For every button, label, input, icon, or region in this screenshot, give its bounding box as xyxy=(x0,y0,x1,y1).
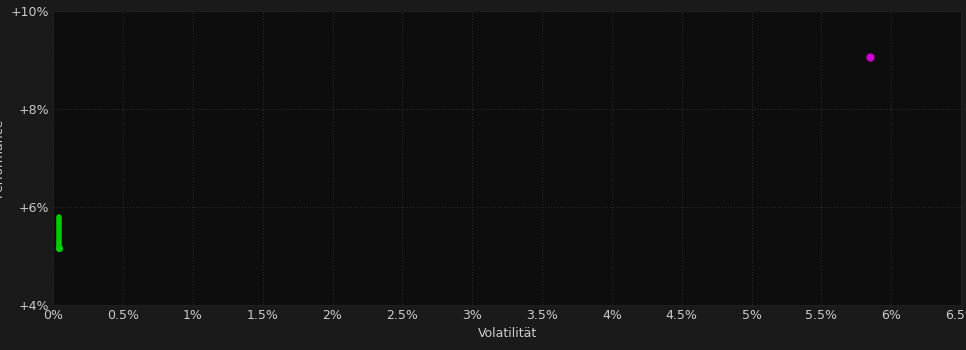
Point xyxy=(863,54,878,60)
X-axis label: Volatilität: Volatilität xyxy=(477,327,537,340)
Y-axis label: Performance: Performance xyxy=(0,118,5,197)
Point xyxy=(51,245,67,251)
